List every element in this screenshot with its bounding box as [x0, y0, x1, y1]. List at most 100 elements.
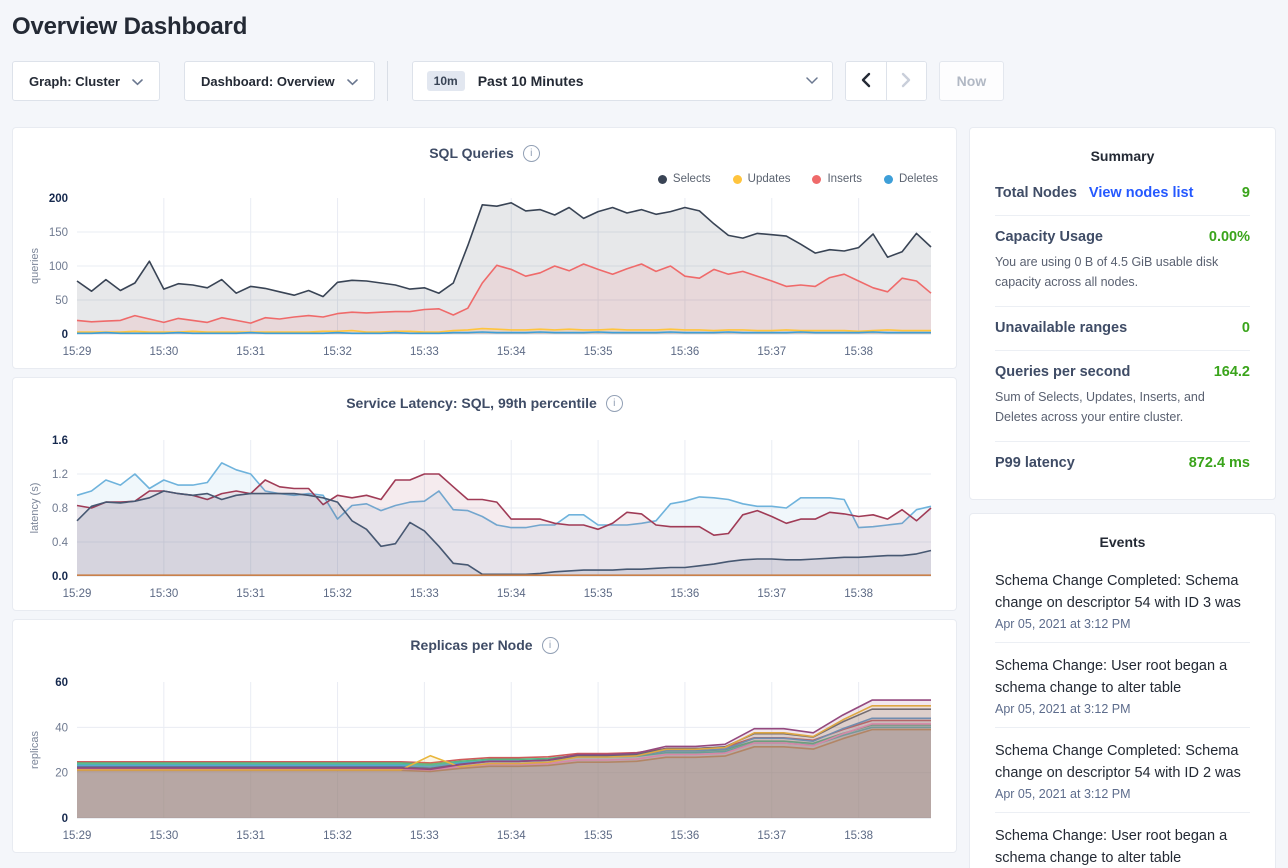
capacity-usage-value: 0.00%: [1208, 229, 1250, 245]
svg-text:0: 0: [62, 329, 68, 341]
sql-queries-legend: Selects Updates Inserts Deletes: [25, 168, 938, 190]
event-item[interactable]: Schema Change: User root began a schema …: [995, 643, 1250, 729]
replicas-per-node-plot[interactable]: 15:29 15:30 15:31 15:32 15:33 15:34 15:35 15:36…: [25, 674, 945, 848]
info-icon[interactable]: [541, 636, 559, 654]
toolbar: Graph: Cluster Dashboard: Overview 10m P…: [12, 61, 1276, 101]
svg-text:1.2: 1.2: [52, 469, 68, 481]
svg-text:15:35: 15:35: [584, 830, 613, 842]
svg-text:15:36: 15:36: [671, 588, 700, 600]
legend-dot-icon: [812, 174, 822, 184]
total-nodes-label: Total Nodes: [995, 185, 1077, 201]
dashboard-dropdown-label: Dashboard: Overview: [201, 73, 335, 89]
legend-label: Deletes: [899, 173, 938, 185]
svg-text:15:31: 15:31: [236, 588, 265, 600]
summary-row-queries-per-second: Queries per second 164.2 Sum of Selects,…: [995, 351, 1250, 442]
legend-label: Selects: [672, 173, 711, 185]
info-icon[interactable]: [522, 144, 540, 162]
event-text: Schema Change: User root began a schema …: [995, 828, 1228, 867]
summary-row-p99-latency: P99 latency 872.4 ms: [995, 442, 1250, 485]
time-range-badge: 10m: [426, 71, 465, 91]
svg-text:15:33: 15:33: [410, 588, 439, 600]
sql-queries-panel: SQL Queries Selects Updates Inserts Deletes…: [12, 127, 957, 369]
legend-dot-icon: [732, 174, 742, 184]
legend-dot-icon: [657, 174, 667, 184]
svg-text:latency (s): latency (s): [29, 483, 41, 534]
event-text: Schema Change: User root began a schema …: [995, 658, 1228, 697]
graph-dropdown[interactable]: Graph: Cluster: [12, 61, 161, 101]
next-range-button[interactable]: [885, 62, 926, 100]
summary-title: Summary: [1090, 148, 1155, 164]
svg-text:60: 60: [55, 677, 68, 689]
event-item[interactable]: Schema Change Completed: Schema change o…: [995, 558, 1250, 644]
queries-per-second-value: 164.2: [1213, 364, 1250, 380]
time-range-label: Past 10 Minutes: [477, 73, 584, 89]
event-item[interactable]: Schema Change Completed: Schema change o…: [995, 728, 1250, 814]
chevron-down-icon: [132, 74, 143, 89]
event-timestamp: Apr 05, 2021 at 3:12 PM: [995, 787, 1131, 802]
svg-text:replicas: replicas: [29, 731, 41, 769]
sidebar: Summary Total Nodes View nodes list 9 Ca…: [969, 127, 1276, 868]
total-nodes-value: 9: [1241, 185, 1250, 201]
capacity-usage-label: Capacity Usage: [995, 229, 1103, 245]
chevron-right-icon: [900, 72, 912, 91]
svg-text:1.6: 1.6: [52, 435, 68, 447]
event-timestamp: Apr 05, 2021 at 3:12 PM: [995, 617, 1131, 632]
svg-text:0.8: 0.8: [52, 503, 68, 515]
chart-title-service-latency: Service Latency: SQL, 99th percentile: [346, 395, 597, 411]
svg-text:100: 100: [49, 261, 68, 273]
legend-item-deletes[interactable]: Deletes: [884, 173, 938, 185]
time-range-picker[interactable]: 10m Past 10 Minutes: [411, 61, 833, 101]
legend-item-inserts[interactable]: Inserts: [812, 173, 862, 185]
unavailable-ranges-value: 0: [1241, 320, 1250, 336]
now-button[interactable]: Now: [938, 61, 1005, 101]
svg-text:15:32: 15:32: [323, 588, 352, 600]
event-timestamp: Apr 05, 2021 at 3:12 PM: [995, 702, 1131, 717]
svg-text:15:38: 15:38: [844, 346, 873, 358]
event-text: Schema Change Completed: Schema change o…: [995, 743, 1241, 782]
svg-text:0.4: 0.4: [52, 537, 69, 549]
svg-text:15:30: 15:30: [149, 588, 178, 600]
sql-queries-chart: 15:29 15:30 15:31 15:32 15:33 15:34 15:35 15:36…: [25, 190, 944, 364]
svg-text:15:30: 15:30: [149, 346, 178, 358]
svg-text:20: 20: [55, 768, 68, 780]
svg-text:40: 40: [55, 722, 68, 734]
svg-text:50: 50: [55, 295, 68, 307]
graph-dropdown-label: Graph: Cluster: [29, 73, 121, 89]
event-text: Schema Change Completed: Schema change o…: [995, 573, 1241, 612]
legend-label: Updates: [747, 173, 791, 185]
svg-text:15:34: 15:34: [497, 346, 526, 358]
svg-text:15:38: 15:38: [844, 588, 873, 600]
svg-text:15:34: 15:34: [497, 830, 526, 842]
legend-item-selects[interactable]: Selects: [657, 173, 711, 185]
chart-title-replicas-per-node: Replicas per Node: [410, 637, 533, 653]
queries-per-second-label: Queries per second: [995, 364, 1131, 380]
svg-text:15:37: 15:37: [757, 346, 786, 358]
chevron-left-icon: [860, 72, 872, 91]
svg-text:150: 150: [49, 227, 68, 239]
dashboard-dropdown[interactable]: Dashboard: Overview: [184, 61, 375, 101]
svg-text:15:32: 15:32: [323, 830, 352, 842]
svg-text:15:35: 15:35: [584, 346, 613, 358]
svg-text:15:29: 15:29: [63, 346, 92, 358]
event-item[interactable]: Schema Change: User root began a schema …: [995, 813, 1250, 868]
unavailable-ranges-label: Unavailable ranges: [995, 320, 1128, 336]
replicas-per-node-panel: Replicas per Node 15:2915:3015:3115:3215…: [12, 619, 957, 853]
sql-queries-plot[interactable]: 15:29 15:30 15:31 15:32 15:33 15:34 15:35 15:36…: [25, 190, 945, 364]
prev-range-button[interactable]: [845, 62, 886, 100]
svg-text:15:29: 15:29: [63, 830, 92, 842]
page-title: Overview Dashboard: [12, 13, 248, 40]
service-latency-panel: Service Latency: SQL, 99th percentile 15…: [12, 377, 957, 611]
legend-item-updates[interactable]: Updates: [732, 173, 791, 185]
svg-text:15:33: 15:33: [410, 830, 439, 842]
svg-text:15:36: 15:36: [671, 830, 700, 842]
legend-dot-icon: [884, 174, 893, 184]
view-nodes-list-link[interactable]: View nodes list: [1088, 185, 1194, 201]
capacity-usage-description: You are using 0 B of 4.5 GiB usable disk…: [995, 255, 1219, 289]
svg-text:200: 200: [49, 193, 68, 205]
service-latency-plot[interactable]: 15:29 15:30 15:31 15:32 15:33 15:34 15:35 15:36…: [25, 432, 945, 606]
chevron-down-icon: [346, 74, 358, 89]
summary-row-total-nodes: Total Nodes View nodes list 9: [995, 172, 1250, 216]
svg-text:0.0: 0.0: [52, 571, 68, 583]
info-icon[interactable]: [605, 394, 623, 412]
